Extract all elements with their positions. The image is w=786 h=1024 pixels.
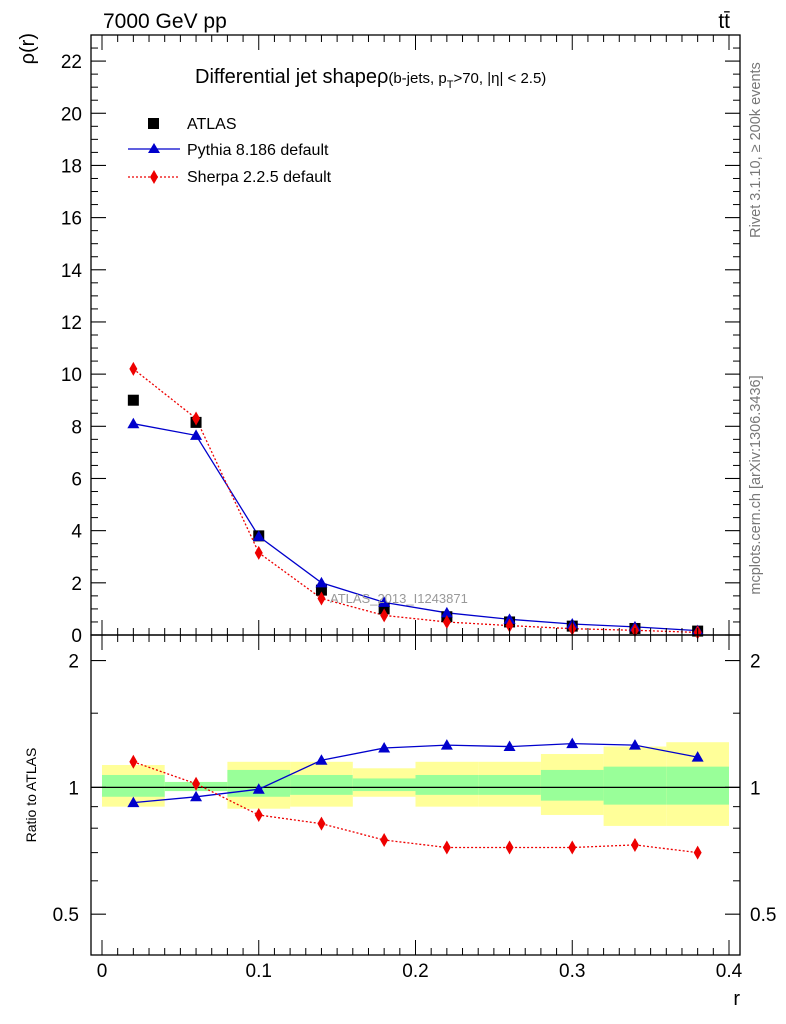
rivet-label: Rivet 3.1.10, ≥ 200k events [748, 62, 764, 238]
legend-pythia-marker [148, 143, 160, 153]
ratio-y-axis-label: Ratio to ATLAS [23, 748, 39, 843]
main-y-tick-label: 20 [61, 104, 82, 125]
ratio-y-tick-label-right: 2 [750, 652, 761, 673]
main-pythia-point [503, 613, 516, 624]
main-sherpa-point [505, 618, 514, 633]
ratio-band-inner [603, 766, 667, 805]
main-pythia-point [440, 606, 453, 618]
main-pythia-line [133, 423, 698, 632]
legend: ATLAS Pythia 8.186 default Sherpa 2.2.5 … [128, 116, 332, 186]
ratio-band-inner [666, 766, 729, 805]
main-y-tick-label: 2 [71, 574, 82, 595]
main-title: Differential jet shapeρ(b-jets, pT>70, |… [195, 66, 546, 91]
main-y-tick-label: 8 [71, 417, 82, 438]
ratio-pythia-point [503, 740, 516, 752]
ratio-band-inner [540, 769, 604, 801]
ratio-y-tick-label-right: 0.5 [750, 905, 776, 926]
ratio-pythia-point [691, 751, 704, 762]
legend-sherpa-marker [150, 170, 158, 184]
main-sherpa-point [129, 361, 138, 376]
main-y-tick-label: 18 [61, 156, 82, 177]
ratio-y-tick-label-right: 1 [750, 778, 761, 799]
main-atlas-point [315, 584, 327, 596]
main-pythia-point [252, 530, 265, 541]
ratio-pythia-point [252, 783, 265, 794]
legend-entry-sherpa: Sherpa 2.2.5 default [128, 169, 332, 186]
title-main-text: Differential jet shapeρ [195, 66, 388, 88]
main-sherpa-point [380, 608, 389, 623]
legend-entry-atlas: ATLAS [148, 116, 237, 133]
main-y-axis-label: ρ(r) [17, 33, 39, 64]
ratio-pythia-line [133, 742, 698, 804]
main-y-tick-label: 12 [61, 313, 82, 334]
x-tick-label: 0 [97, 961, 108, 982]
x-tick-label: 0.1 [246, 961, 272, 982]
ratio-pythia-point [378, 742, 391, 753]
ratio-band-inner [415, 774, 479, 795]
x-tick-label: 0.3 [559, 961, 585, 982]
title-suffix-sub: T [447, 79, 454, 91]
x-tick-label: 0.2 [402, 961, 428, 982]
main-y-tick-label: 10 [61, 365, 82, 386]
ratio-sherpa-point [380, 833, 389, 848]
legend-sherpa-label: Sherpa 2.2.5 default [187, 169, 332, 186]
ratio-sherpa-point [317, 816, 326, 831]
ratio-sherpa-point [254, 807, 263, 822]
ratio-y-tick-label: 0.5 [53, 905, 79, 926]
ratio-pythia-point [315, 754, 328, 765]
ratio-sherpa-point [129, 754, 138, 769]
legend-pythia-label: Pythia 8.186 default [187, 142, 329, 159]
main-y-tick-label: 22 [61, 52, 82, 73]
ratio-sherpa-point [630, 837, 639, 852]
ratio-band-inner [352, 778, 416, 792]
legend-atlas-marker [148, 118, 159, 129]
x-tick-label: 0.4 [716, 961, 743, 982]
process-label: tt̄ [718, 10, 730, 33]
main-y-tick-label: 14 [61, 261, 83, 282]
title-suffix-b: >70, |η| < 2.5) [453, 70, 546, 87]
analysis-watermark: ATLAS_2013_I1243871 [330, 591, 468, 606]
ratio-y-tick-label: 2 [68, 652, 79, 673]
main-sherpa-point [192, 411, 201, 426]
ratio-y-tick-label: 1 [68, 778, 79, 799]
legend-atlas-label: ATLAS [187, 116, 237, 133]
ratio-sherpa-point [442, 840, 451, 855]
ratio-band-inner [102, 774, 165, 797]
ratio-pythia-point [190, 790, 203, 802]
main-sherpa-point [442, 614, 451, 629]
ratio-sherpa-point [693, 845, 702, 860]
ratio-sherpa-line [133, 761, 698, 854]
ratio-pythia-point [440, 739, 453, 750]
title-suffix-a: (b-jets, p [388, 70, 446, 87]
ratio-pythia-point [127, 796, 140, 808]
main-pythia-point [378, 596, 391, 607]
main-sherpa-point [317, 591, 326, 606]
main-atlas-point [127, 394, 139, 406]
ratio-band-inner [290, 774, 353, 795]
x-axis-label: r [733, 988, 740, 1010]
ratio-pythia-point [628, 739, 641, 750]
ratio-band-inner [478, 774, 541, 795]
legend-entry-pythia: Pythia 8.186 default [128, 142, 329, 159]
main-pythia-point [190, 429, 203, 440]
ratio-sherpa-point [568, 840, 577, 855]
ratio-sherpa-point [192, 776, 201, 791]
main-pythia-point [127, 417, 140, 429]
energy-label: 7000 GeV pp [103, 10, 227, 33]
main-sherpa-point [254, 545, 263, 560]
main-y-tick-label: 16 [61, 209, 82, 230]
main-y-tick-label: 6 [71, 469, 82, 490]
main-y-tick-label: 0 [71, 626, 82, 647]
main-pythia-point [315, 576, 328, 588]
ratio-pythia-point [566, 737, 579, 749]
mcplots-label: mcplots.cern.ch [arXiv:1306.3436] [748, 375, 764, 594]
main-y-tick-label: 4 [71, 522, 82, 543]
ratio-sherpa-point [505, 840, 514, 855]
